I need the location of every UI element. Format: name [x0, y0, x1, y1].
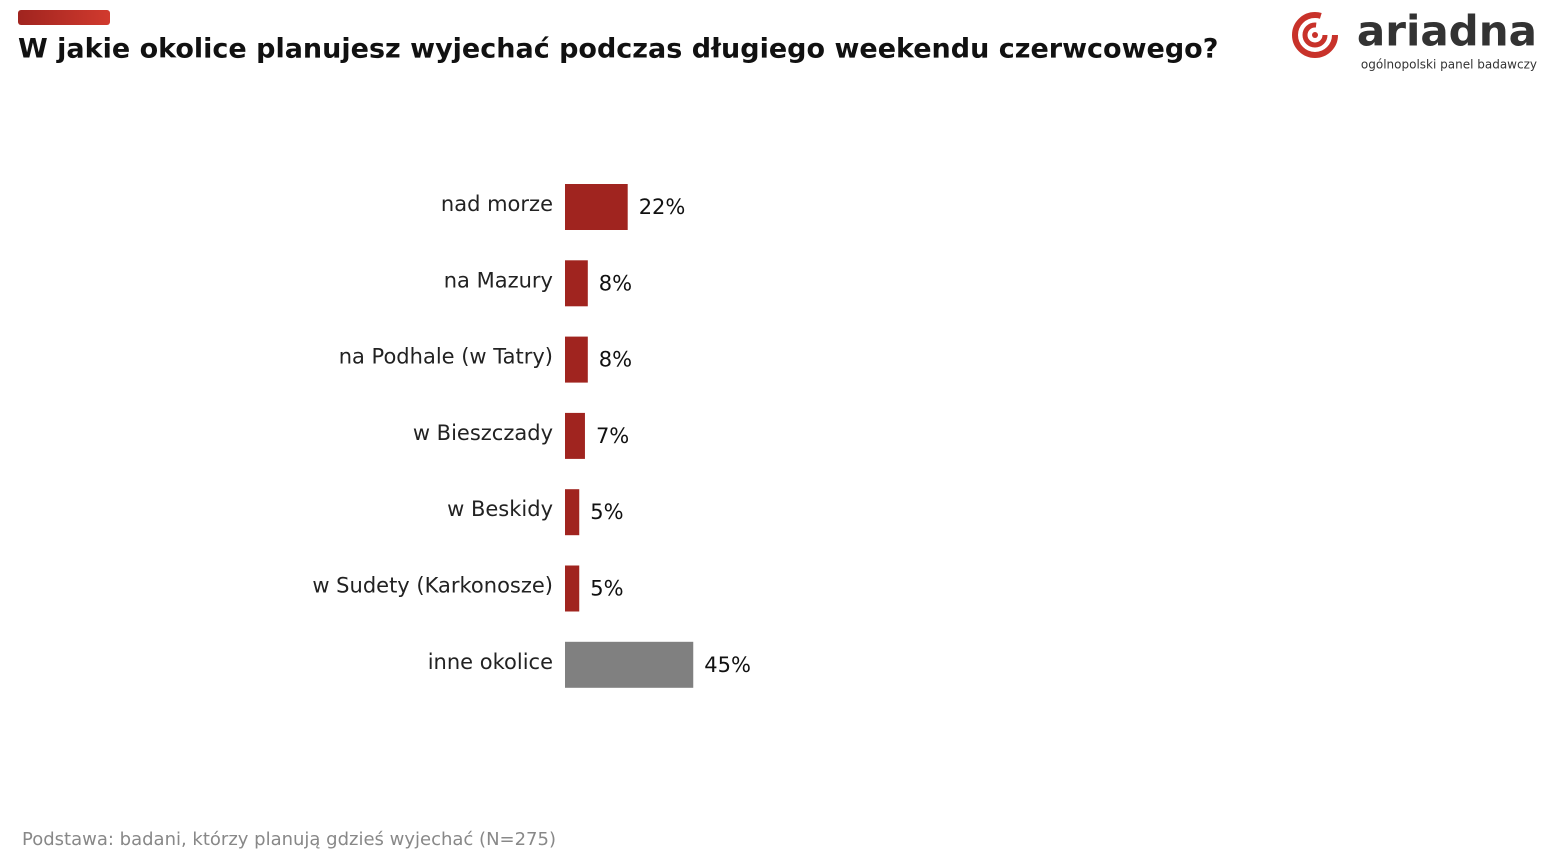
category-label: w Sudety (Karkonosze)	[312, 574, 553, 598]
value-label: 8%	[599, 348, 632, 372]
bar	[565, 412, 585, 459]
category-label: na Mazury	[444, 268, 553, 292]
logo-dot	[1312, 32, 1318, 38]
category-label: na Podhale (w Tatry)	[339, 345, 553, 369]
logo: ariadna ogólnopolski panel badawczy	[1292, 7, 1537, 72]
chart-title: W jakie okolice planujesz wyjechać podcz…	[18, 34, 1218, 65]
value-label: 45%	[704, 653, 751, 677]
accent-bar	[18, 10, 110, 25]
bar	[565, 565, 580, 612]
logo-tagline: ogólnopolski panel badawczy	[1361, 58, 1537, 72]
value-label: 5%	[590, 577, 623, 601]
logo-name: ariadna	[1357, 7, 1537, 56]
logo-ring	[1292, 12, 1338, 58]
category-label: w Beskidy	[447, 497, 553, 521]
bar	[565, 184, 628, 230]
footnote: Podstawa: badani, którzy planują gdzieś …	[22, 829, 556, 850]
category-label: nad morze	[441, 192, 553, 216]
bar	[565, 641, 694, 688]
value-label: 22%	[639, 195, 686, 219]
bar	[565, 336, 588, 383]
category-label: w Bieszczady	[413, 421, 553, 445]
bar	[565, 260, 588, 307]
logo-ring-inner	[1302, 22, 1328, 48]
value-label: 8%	[599, 271, 632, 295]
category-label: inne okolice	[428, 650, 553, 674]
value-label: 7%	[596, 424, 629, 448]
value-label: 5%	[590, 500, 623, 524]
bar	[565, 489, 580, 536]
